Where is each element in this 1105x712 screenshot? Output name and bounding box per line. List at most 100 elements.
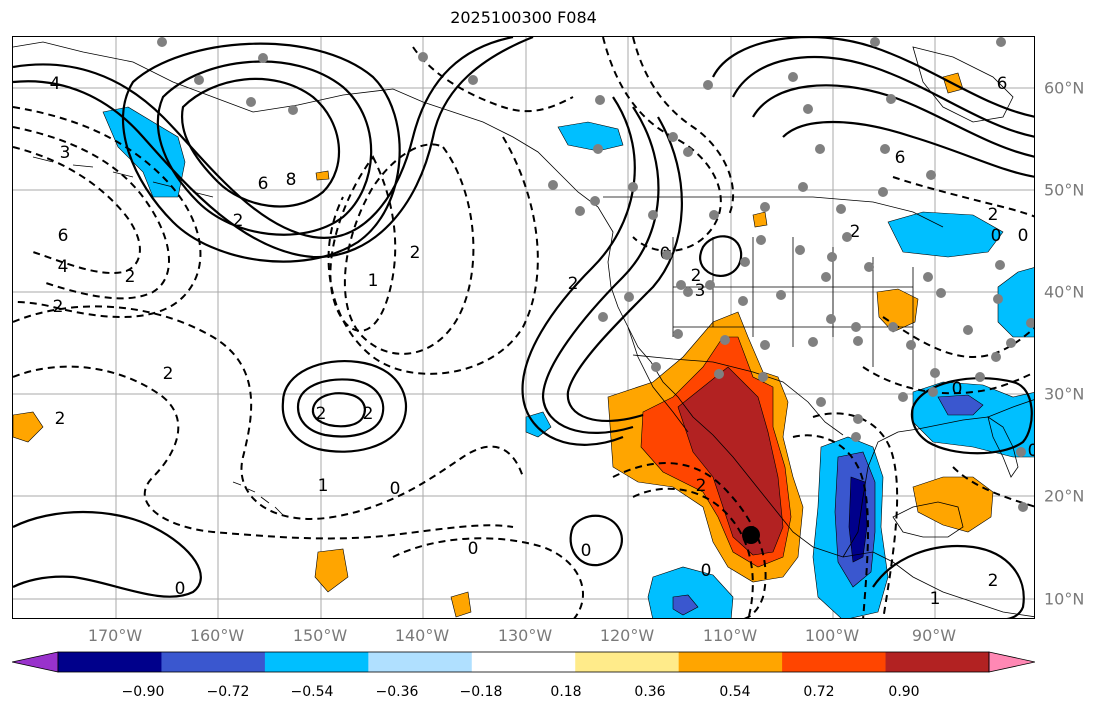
lon-label: 110°W bbox=[702, 626, 758, 645]
colorbar-segment bbox=[885, 652, 990, 672]
cold-core-pacific-south bbox=[672, 594, 699, 616]
cold-anomaly-northeast bbox=[997, 267, 1034, 338]
contour-label: 2 bbox=[233, 211, 244, 231]
lon-label: 150°W bbox=[292, 626, 348, 645]
contour-label: 0 bbox=[581, 541, 592, 561]
cold-anomaly-greatlakes bbox=[887, 211, 1004, 258]
contour-subtropical-high bbox=[281, 360, 408, 453]
colorbar-tick-label: 0.72 bbox=[803, 684, 835, 700]
lon-label: 120°W bbox=[599, 626, 655, 645]
colorbar-tick-label: −0.18 bbox=[459, 684, 503, 700]
lat-label: 60°N bbox=[1044, 78, 1085, 98]
contour-label: 1 bbox=[930, 589, 941, 609]
contour-neg-1 bbox=[13, 106, 202, 318]
hudson-bay bbox=[912, 46, 1014, 123]
contour-canada-high bbox=[712, 37, 1034, 118]
plot-title: 2025100300 F084 bbox=[450, 8, 597, 27]
contour-label: 2 bbox=[696, 476, 707, 496]
contour-label: 1 bbox=[368, 271, 379, 291]
contour-label: 2 bbox=[410, 243, 421, 263]
warm-spot-canada bbox=[752, 211, 768, 228]
contour-ridge-west-2 bbox=[541, 106, 660, 434]
colorbar-tick-label: 0.36 bbox=[634, 684, 666, 700]
lat-label: 40°N bbox=[1044, 282, 1085, 302]
contour-neg-east bbox=[882, 316, 1034, 359]
contour-high-gulfalaska bbox=[180, 77, 341, 208]
contour-pacific-small bbox=[569, 514, 624, 567]
contour-neg-canada-2 bbox=[632, 37, 734, 218]
contour-jet-north-2 bbox=[13, 37, 534, 259]
colorbar-outline bbox=[57, 651, 990, 673]
contour-label: 2 bbox=[850, 222, 861, 242]
contour-neg-2 bbox=[13, 126, 170, 300]
contour-label: 2 bbox=[53, 297, 64, 317]
colorbar-segment bbox=[471, 652, 576, 672]
contour-label: 0 bbox=[1028, 441, 1035, 461]
colorbar-tick-label: 0.54 bbox=[719, 684, 751, 700]
contour-label: 2 bbox=[316, 404, 327, 424]
contour-label: 3 bbox=[60, 143, 71, 163]
contour-subtropical-high-3 bbox=[311, 392, 366, 428]
warm-anomaly-midwest bbox=[876, 288, 919, 333]
contour-label: 2 bbox=[125, 267, 136, 287]
lat-label: 10°N bbox=[1044, 589, 1085, 609]
colorbar-tick-label: −0.36 bbox=[375, 684, 419, 700]
baja-coast bbox=[627, 326, 689, 433]
hawaii bbox=[232, 481, 284, 516]
colorbar-segment bbox=[782, 652, 887, 672]
contour-high-gulfalaska-2 bbox=[156, 60, 373, 236]
colorbar-tick-label: 0.90 bbox=[888, 684, 920, 700]
contour-neg-alaska bbox=[412, 46, 574, 113]
colorbar bbox=[12, 651, 1035, 673]
contour-neg-east-2 bbox=[862, 366, 1034, 395]
contours bbox=[13, 37, 1034, 618]
contour-subtropical-high-2 bbox=[296, 378, 385, 438]
contour-label: 0 bbox=[390, 479, 401, 499]
lat-label: 50°N bbox=[1044, 180, 1085, 200]
contour-label: 0 bbox=[468, 539, 479, 559]
contour-east-low bbox=[910, 377, 1033, 455]
contour-canada-high-2 bbox=[732, 55, 1034, 138]
contour-label: 4 bbox=[50, 74, 61, 94]
contour-labels: 4364222268221221000020322062200002106 bbox=[50, 74, 1035, 609]
warm-spot-gulfalaska bbox=[315, 170, 330, 181]
colorbar-tick-label: −0.72 bbox=[206, 684, 250, 700]
map-canvas: 4364222268221221000020322062200002106 bbox=[13, 37, 1035, 618]
contour-label: 2 bbox=[988, 571, 999, 591]
contours-dashed bbox=[13, 37, 1034, 618]
map-panel[interactable]: 4364222268221221000020322062200002106 bbox=[12, 36, 1035, 619]
warm-anomaly-gulf-campeche bbox=[912, 476, 994, 533]
colorbar-extend-min bbox=[12, 651, 59, 673]
contour-label: 6 bbox=[258, 174, 269, 194]
warmest-core bbox=[677, 366, 784, 556]
cold-anomaly-pacific-south bbox=[647, 566, 734, 618]
contour-label: 0 bbox=[175, 579, 186, 599]
cold-core-southeast bbox=[937, 394, 984, 416]
lat-label: 30°N bbox=[1044, 384, 1085, 404]
lon-label: 90°W bbox=[911, 626, 957, 645]
contour-neg-mexico-2 bbox=[632, 487, 754, 618]
contour-ridge-west bbox=[521, 96, 636, 446]
contour-label: 0 bbox=[701, 561, 712, 581]
contour-label: 2 bbox=[55, 409, 66, 429]
contour-ridge-west-4 bbox=[699, 235, 743, 278]
contour-pacific-south bbox=[13, 510, 202, 598]
contour-neg-gulf-2 bbox=[792, 434, 869, 618]
contour-label: 3 bbox=[695, 281, 706, 301]
cold-anomaly-canada bbox=[557, 121, 624, 152]
colorbar-segment bbox=[575, 652, 680, 672]
contour-label: 2 bbox=[363, 404, 374, 424]
colorbar-segments bbox=[12, 651, 1035, 673]
colorbar-segment bbox=[368, 652, 473, 672]
colorbar-segment bbox=[58, 652, 162, 672]
warm-spot-hawaii-west bbox=[13, 411, 44, 443]
contour-neg-mexico bbox=[612, 462, 767, 618]
lon-label: 140°W bbox=[394, 626, 450, 645]
colorbar-tick-label: 0.18 bbox=[550, 684, 582, 700]
contour-label: 8 bbox=[286, 170, 297, 190]
warm-spot-pacific-1 bbox=[314, 548, 349, 593]
contour-neg-wide bbox=[13, 305, 524, 520]
lon-label: 160°W bbox=[189, 626, 245, 645]
lat-label: 20°N bbox=[1044, 486, 1085, 506]
contour-label: 2 bbox=[691, 266, 702, 286]
